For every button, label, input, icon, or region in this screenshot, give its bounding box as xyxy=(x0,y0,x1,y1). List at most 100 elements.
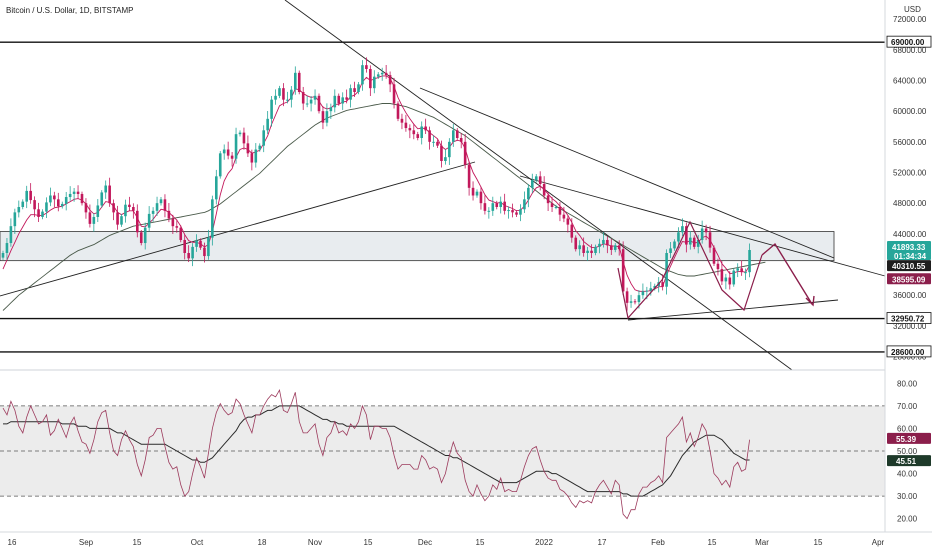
candle-body xyxy=(550,203,554,207)
candle-body xyxy=(175,226,179,228)
candle-body xyxy=(116,212,119,225)
candle-body xyxy=(104,185,107,193)
candle-body xyxy=(412,130,416,135)
candle-body xyxy=(448,141,451,158)
projection-line[interactable] xyxy=(761,242,813,305)
candle-body xyxy=(633,301,637,303)
time-tick-label: Nov xyxy=(308,538,322,547)
candle-body xyxy=(37,209,40,217)
rsi-badge-bg xyxy=(887,455,931,467)
candle-body xyxy=(578,245,581,250)
rsi-tick-label: 40.00 xyxy=(897,470,918,479)
candle-body xyxy=(483,203,487,211)
price-tick-label: 52000.00 xyxy=(893,169,927,178)
level-badge: 32950.72 xyxy=(891,315,925,324)
candle-body xyxy=(554,207,558,208)
candle-body xyxy=(191,246,194,259)
candle-body xyxy=(704,228,708,233)
time-axis[interactable]: 16 Sep 15 Oct 18 Nov 15 Dec 15 2022 17 Feb 15 Mar 15 Ap… xyxy=(0,531,932,547)
price-tick-label: 44000.00 xyxy=(893,230,927,239)
price-tick-label: 32000.00 xyxy=(893,322,927,331)
candle-body xyxy=(163,199,167,211)
candle-body xyxy=(685,226,688,245)
candle-body xyxy=(669,248,672,253)
candle-body xyxy=(5,243,9,253)
pattern-zigzag[interactable] xyxy=(617,220,763,320)
candle-body xyxy=(416,134,420,138)
candle-body xyxy=(724,277,728,282)
candle-body xyxy=(396,103,400,119)
candle-body xyxy=(361,65,364,85)
candle-body xyxy=(9,226,13,244)
candle-body xyxy=(475,191,479,196)
candle-body xyxy=(507,210,510,212)
candle-body xyxy=(270,99,273,119)
candle-body xyxy=(511,210,514,213)
candle-body xyxy=(444,157,447,161)
price-tick-label: 64000.00 xyxy=(893,77,927,86)
time-tick-label: 15 xyxy=(476,538,485,547)
projection-arrowhead xyxy=(805,295,815,307)
time-ticks: 16 Sep 15 Oct 18 Nov 15 Dec 15 2022 17 Feb 15 Mar 15 Ap… xyxy=(8,538,885,547)
candle-body xyxy=(712,247,716,264)
sma-slow-path xyxy=(2,103,766,311)
candle-body xyxy=(68,193,72,198)
candle-body xyxy=(542,184,546,196)
candle-body xyxy=(64,197,68,204)
candle-body xyxy=(455,130,459,138)
candle-body xyxy=(325,111,329,123)
candle-body xyxy=(230,155,234,159)
candle-body xyxy=(602,239,605,244)
candle-body xyxy=(740,268,743,273)
candle-body xyxy=(384,72,388,76)
time-tick-label: Oct xyxy=(191,538,204,547)
candle-body xyxy=(143,227,147,244)
candle-body xyxy=(376,74,380,77)
time-tick-label: 17 xyxy=(598,538,607,547)
rsi-badge: 55.39 xyxy=(896,435,917,444)
price-pane[interactable] xyxy=(0,0,886,371)
candle-body xyxy=(515,212,518,215)
candle-body xyxy=(139,232,143,244)
candle-body xyxy=(88,212,92,224)
candle-body xyxy=(558,207,562,215)
rsi-ticks: 80.00 70.00 60.00 50.00 40.00 30.00 20.00 xyxy=(897,379,918,523)
candle-body xyxy=(128,204,131,207)
candle-body xyxy=(586,250,589,253)
rsi-pane[interactable] xyxy=(0,369,885,520)
time-tick-label: Dec xyxy=(418,538,432,547)
candle-body xyxy=(645,290,649,292)
candle-body xyxy=(531,180,534,188)
trendline[interactable] xyxy=(284,0,793,371)
candle-body xyxy=(373,76,376,89)
candle-body xyxy=(92,216,96,224)
trendline[interactable] xyxy=(627,299,839,321)
candle-body xyxy=(76,191,80,194)
candle-body xyxy=(677,232,680,242)
candle-body xyxy=(132,207,135,211)
candle-body xyxy=(365,65,368,69)
candle-body xyxy=(463,141,467,165)
candle-body xyxy=(708,232,712,248)
trendline[interactable] xyxy=(419,87,835,259)
candle-body xyxy=(305,103,309,105)
rsi-guide-lines xyxy=(0,405,885,497)
candle-body xyxy=(606,239,609,246)
rsi-path xyxy=(2,388,750,520)
ema-fast-path xyxy=(2,75,750,292)
price-axis[interactable]: USD 72000.00 68000.00 64000.00 60000.00 5600… xyxy=(884,0,932,532)
candle-body xyxy=(349,88,352,100)
candle-body xyxy=(357,84,360,92)
candle-body xyxy=(700,228,704,240)
trendline[interactable] xyxy=(0,161,476,297)
candle-body xyxy=(661,282,664,287)
level-badge: 28600.00 xyxy=(891,348,925,357)
candle-body xyxy=(179,227,183,240)
candle-body xyxy=(96,205,100,217)
candle-body xyxy=(566,218,570,225)
candle-body xyxy=(534,176,538,181)
candle-body xyxy=(278,88,281,96)
projection-path[interactable] xyxy=(617,220,815,320)
candle-body xyxy=(748,249,751,273)
